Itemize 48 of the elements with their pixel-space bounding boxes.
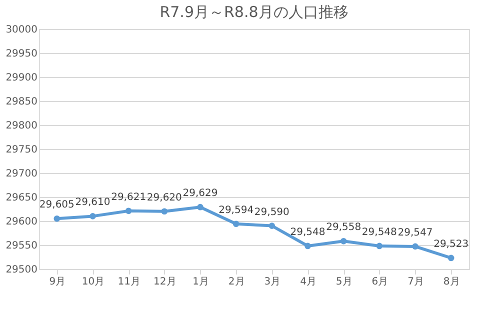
y-tick-label: 29550: [6, 240, 38, 252]
text: 29,620: [146, 192, 182, 204]
point: [90, 213, 96, 220]
point: [268, 222, 276, 229]
text: 29,547: [398, 227, 433, 238]
y-tick-label: 29950: [6, 48, 38, 60]
y-tick-label: 29850: [6, 96, 38, 108]
y-tick-label: 29650: [6, 192, 38, 204]
text: 29,605: [39, 200, 74, 211]
x-tick-label: 10月: [82, 276, 105, 288]
x-tick-label: 11月: [118, 276, 140, 288]
text: 29,594: [218, 204, 254, 216]
y-tick-label: 29500: [6, 264, 38, 276]
point: [232, 220, 240, 228]
text: 29,621: [111, 192, 146, 203]
x-tick-label: 5月: [336, 276, 352, 288]
x-tick-label: 7月: [408, 276, 424, 288]
y-tick-label: 29800: [6, 120, 38, 132]
text: 29,548: [362, 226, 397, 238]
x-tick-label: 6月: [372, 276, 388, 288]
text: 29,610: [75, 197, 110, 208]
x-tick-label: 1月: [192, 276, 209, 288]
x-tick-label: 4月: [300, 276, 316, 288]
x-tick-label: 9月: [49, 276, 66, 288]
point: [304, 242, 311, 250]
chart-title: R7.9月～R8.8月の人口推移: [160, 3, 348, 21]
x-tick-label: 8月: [443, 276, 460, 288]
text: 29,548: [290, 226, 326, 238]
y-tick-label: 29900: [6, 72, 38, 84]
point: [125, 208, 132, 214]
x-tick-label: 2月: [228, 276, 245, 288]
point: [197, 204, 204, 210]
y-tick-label: 29700: [6, 168, 38, 180]
point: [376, 242, 383, 250]
y-tick-label: 29750: [6, 144, 38, 156]
x-tick-label: 3月: [264, 276, 281, 288]
point: [448, 254, 454, 262]
text: 29,629: [182, 188, 218, 200]
text: 29,558: [326, 222, 362, 234]
point: [161, 208, 168, 215]
text: 29,523: [434, 238, 469, 250]
point: [340, 238, 347, 244]
point: [412, 243, 418, 250]
y-tick-label: 29600: [6, 216, 38, 228]
text: 29,590: [254, 206, 290, 218]
x-tick-label: 12月: [154, 276, 176, 288]
y-tick-label: 30000: [6, 24, 38, 36]
point: [54, 215, 60, 222]
